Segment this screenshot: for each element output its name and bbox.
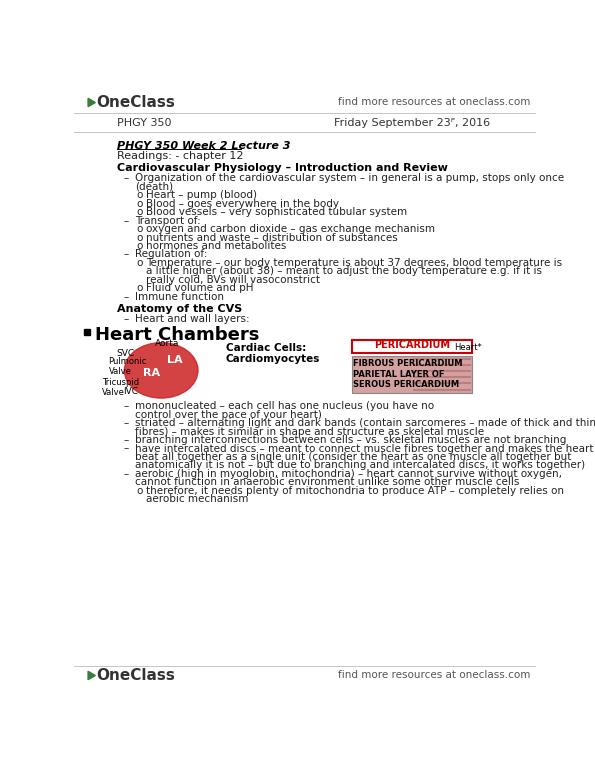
Text: really cold, BVs will vasoconstrict: really cold, BVs will vasoconstrict bbox=[146, 275, 321, 285]
Text: o: o bbox=[136, 199, 143, 209]
Text: hormones and metabolites: hormones and metabolites bbox=[146, 241, 287, 251]
Text: Regulation of:: Regulation of: bbox=[135, 249, 207, 259]
Text: Heart*: Heart* bbox=[454, 343, 482, 353]
Text: o: o bbox=[136, 207, 143, 217]
Text: fibres) – makes it similar in shape and structure as skeletal muscle: fibres) – makes it similar in shape and … bbox=[135, 427, 484, 437]
Text: aerobic (high in myoglobin, mitochondria) – heart cannot survive without oxygen,: aerobic (high in myoglobin, mitochondria… bbox=[135, 469, 562, 479]
Text: Cardiac Cells:
Cardiomyocytes: Cardiac Cells: Cardiomyocytes bbox=[226, 343, 320, 364]
Text: Heart Chambers: Heart Chambers bbox=[95, 326, 259, 343]
Text: control over the pace of your heart): control over the pace of your heart) bbox=[135, 410, 322, 420]
Text: Tricuspid
Valve: Tricuspid Valve bbox=[102, 378, 139, 397]
Text: have intercalated discs – meant to connect muscle fibres together and makes the : have intercalated discs – meant to conne… bbox=[135, 444, 593, 454]
Text: RA: RA bbox=[143, 369, 161, 378]
Text: o: o bbox=[136, 233, 143, 243]
Text: Readings: - chapter 12: Readings: - chapter 12 bbox=[117, 151, 243, 161]
Text: Blood vessels – very sophisticated tubular system: Blood vessels – very sophisticated tubul… bbox=[146, 207, 408, 217]
Text: PARIETAL LAYER OF
SEROUS PERICARDIUM: PARIETAL LAYER OF SEROUS PERICARDIUM bbox=[353, 370, 459, 389]
Text: beat all together as a single unit (consider the heart as one muscle all togethe: beat all together as a single unit (cons… bbox=[135, 452, 571, 462]
Text: o: o bbox=[136, 258, 143, 268]
Text: Heart – pump (blood): Heart – pump (blood) bbox=[146, 190, 258, 200]
Text: –: – bbox=[123, 292, 129, 302]
Text: Blood – goes everywhere in the body: Blood – goes everywhere in the body bbox=[146, 199, 340, 209]
Text: oxygen and carbon dioxide – gas exchange mechanism: oxygen and carbon dioxide – gas exchange… bbox=[146, 224, 436, 234]
Text: –: – bbox=[123, 314, 129, 324]
Text: IVC: IVC bbox=[123, 387, 138, 397]
FancyBboxPatch shape bbox=[352, 356, 472, 393]
Text: –: – bbox=[123, 469, 129, 479]
Text: –: – bbox=[123, 173, 129, 183]
Text: PHGY 350: PHGY 350 bbox=[117, 119, 171, 128]
Text: Aorta: Aorta bbox=[155, 339, 180, 348]
Text: Fluid volume and pH: Fluid volume and pH bbox=[146, 283, 254, 293]
Text: PHGY 350 Week 2 Lecture 3: PHGY 350 Week 2 Lecture 3 bbox=[117, 141, 290, 151]
Text: –: – bbox=[123, 401, 129, 411]
Text: PERICARDIUM: PERICARDIUM bbox=[374, 340, 450, 350]
Bar bbox=[84, 329, 90, 335]
Text: mononucleated – each cell has one nucleus (you have no: mononucleated – each cell has one nucleu… bbox=[135, 401, 434, 411]
Text: –: – bbox=[123, 249, 129, 259]
Text: LA: LA bbox=[167, 355, 183, 364]
Text: Anatomy of the CVS: Anatomy of the CVS bbox=[117, 304, 242, 314]
Text: SVC: SVC bbox=[116, 349, 134, 358]
Text: Temperature – our body temperature is about 37 degrees, blood temperature is: Temperature – our body temperature is ab… bbox=[146, 258, 563, 268]
Text: a little higher (about 38) – meant to adjust the body temperature e.g. if it is: a little higher (about 38) – meant to ad… bbox=[146, 266, 543, 276]
Text: –: – bbox=[123, 435, 129, 445]
Text: cannot function in anaerobic environment unlike some other muscle cells: cannot function in anaerobic environment… bbox=[135, 477, 519, 487]
Text: (death): (death) bbox=[135, 182, 173, 192]
Text: o: o bbox=[136, 283, 143, 293]
Text: –: – bbox=[123, 444, 129, 454]
Text: –: – bbox=[123, 418, 129, 428]
Text: o: o bbox=[136, 190, 143, 200]
Text: o: o bbox=[136, 486, 143, 496]
Text: Transport of:: Transport of: bbox=[135, 216, 201, 226]
Text: –: – bbox=[123, 216, 129, 226]
Ellipse shape bbox=[124, 343, 198, 398]
Text: anatomically it is not – but due to branching and intercalated discs, it works t: anatomically it is not – but due to bran… bbox=[135, 460, 585, 470]
Text: Friday September 23ᴾ, 2016: Friday September 23ᴾ, 2016 bbox=[334, 119, 490, 128]
Text: o: o bbox=[136, 224, 143, 234]
Text: aerobic mechanism: aerobic mechanism bbox=[146, 494, 249, 504]
Text: striated – alternating light and dark bands (contain sarcomeres – made of thick : striated – alternating light and dark ba… bbox=[135, 418, 595, 428]
Text: Immune function: Immune function bbox=[135, 292, 224, 302]
Text: o: o bbox=[136, 241, 143, 251]
FancyBboxPatch shape bbox=[352, 340, 472, 353]
Text: OneClass: OneClass bbox=[96, 95, 175, 110]
Text: therefore, it needs plenty of mitochondria to produce ATP – completely relies on: therefore, it needs plenty of mitochondr… bbox=[146, 486, 565, 496]
Text: FIBROUS PERICARDIUM: FIBROUS PERICARDIUM bbox=[353, 359, 463, 368]
Text: Cardiovascular Physiology – Introduction and Review: Cardiovascular Physiology – Introduction… bbox=[117, 163, 448, 173]
Text: Pulmonic
Valve: Pulmonic Valve bbox=[108, 357, 147, 376]
Text: nutrients and waste – distribution of substances: nutrients and waste – distribution of su… bbox=[146, 233, 398, 243]
Text: find more resources at oneclass.com: find more resources at oneclass.com bbox=[338, 671, 530, 680]
Text: find more resources at oneclass.com: find more resources at oneclass.com bbox=[338, 98, 530, 107]
Text: OneClass: OneClass bbox=[96, 668, 175, 683]
Text: Heart and wall layers:: Heart and wall layers: bbox=[135, 314, 249, 324]
Text: branching interconnections between cells – vs. skeletal muscles are not branchin: branching interconnections between cells… bbox=[135, 435, 566, 445]
Text: Organization of the cardiovascular system – in general is a pump, stops only onc: Organization of the cardiovascular syste… bbox=[135, 173, 564, 183]
